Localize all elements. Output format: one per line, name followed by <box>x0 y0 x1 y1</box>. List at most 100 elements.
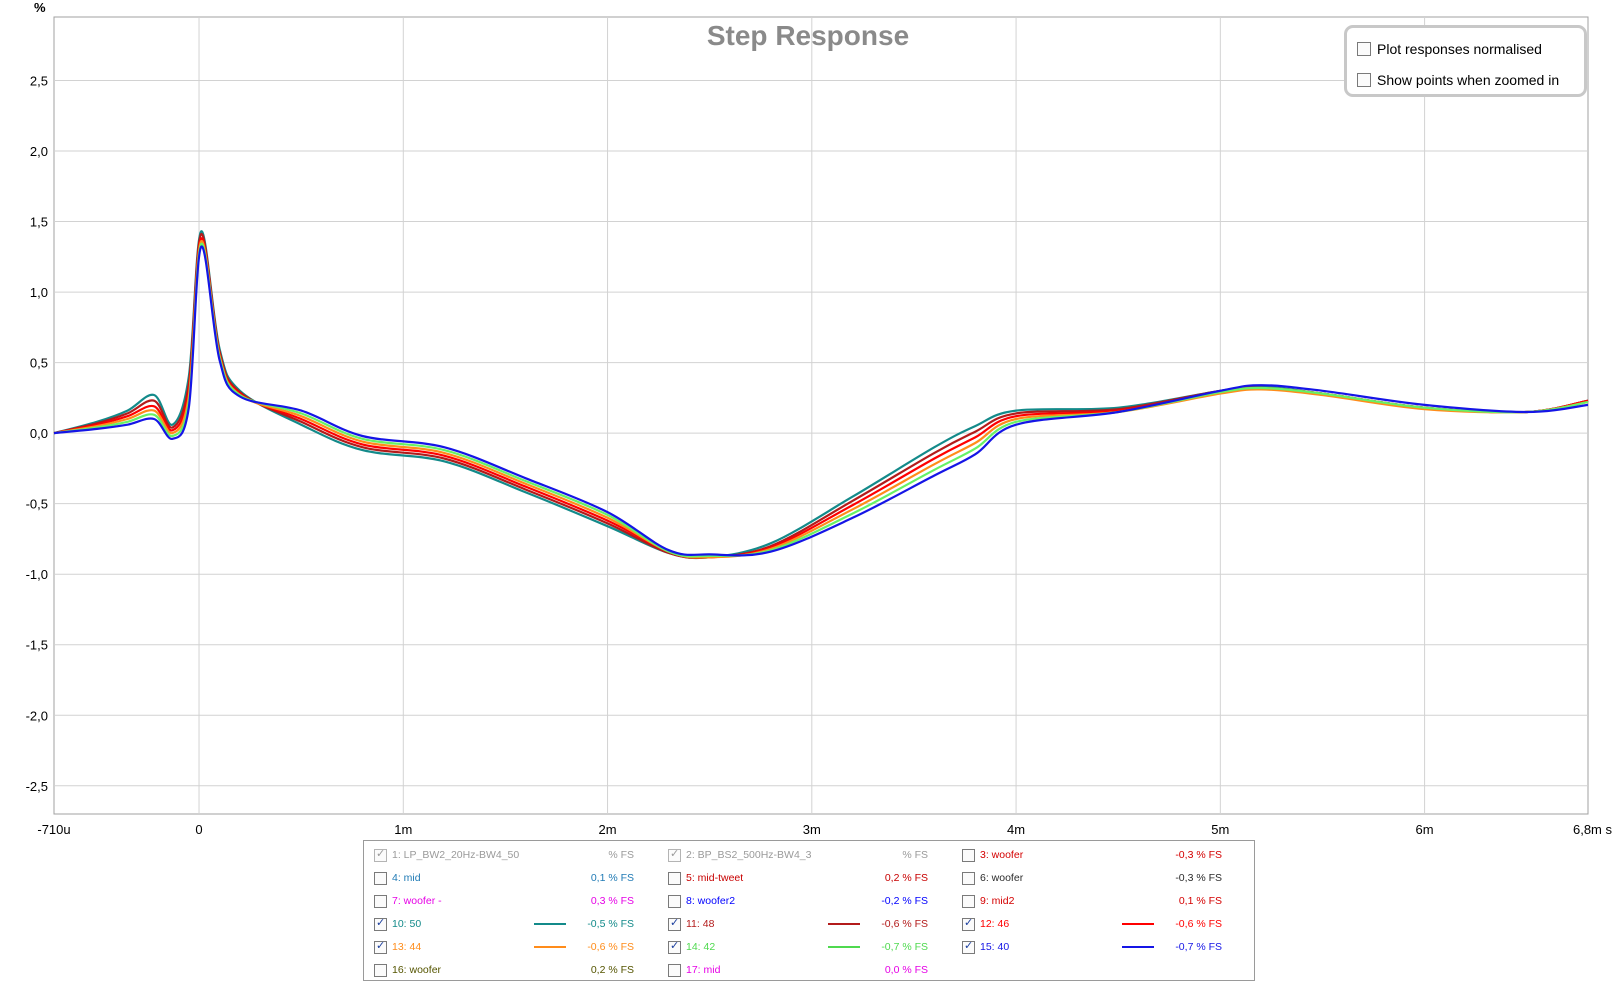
legend-checkbox[interactable] <box>668 939 681 954</box>
legend-value: 0,0 % FS <box>884 964 928 976</box>
legend-checkbox[interactable] <box>374 894 387 908</box>
legend-item[interactable]: 15: 40 -0,7 % FS <box>962 938 1242 956</box>
legend-label: 6: woofer <box>980 872 1024 884</box>
legend-checkbox[interactable] <box>668 871 681 885</box>
legend-line-swatch <box>534 946 566 948</box>
y-tick-label: -1,5 <box>26 638 48 653</box>
legend-value: % FS <box>608 849 634 861</box>
measurement-legend: 1: LP_BW2_20Hz-BW4_50% FS2: BP_BS2_500Hz… <box>363 840 1255 981</box>
legend-label: 7: woofer - <box>392 895 442 907</box>
y-tick-label: 2,0 <box>30 144 48 159</box>
x-tick-label: 2m <box>599 822 617 837</box>
legend-checkbox[interactable] <box>962 939 975 954</box>
legend-item[interactable]: 4: mid 0,1 % FS <box>374 869 654 887</box>
legend-value: % FS <box>902 849 928 861</box>
legend-item[interactable]: 11: 48 -0,6 % FS <box>668 915 948 933</box>
y-tick-label: 1,0 <box>30 285 48 300</box>
x-tick-label: 1m <box>394 822 412 837</box>
y-tick-label: 0,5 <box>30 356 48 371</box>
legend-item[interactable]: 8: woofer2 -0,2 % FS <box>668 892 948 910</box>
legend-label: 1: LP_BW2_20Hz-BW4_50 <box>392 849 520 861</box>
legend-checkbox[interactable] <box>374 847 387 862</box>
legend-value: -0,7 % FS <box>881 941 928 953</box>
legend-name-group: 2: BP_BS2_500Hz-BW4_3 <box>668 846 812 864</box>
legend-name-group: 6: woofer <box>962 869 1023 887</box>
chart-title: Step Response <box>707 20 909 51</box>
legend-value: -0,5 % FS <box>587 918 634 930</box>
x-tick-label: 4m <box>1007 822 1025 837</box>
legend-value: 0,2 % FS <box>590 964 634 976</box>
show-points-option[interactable]: Show points when zoomed in <box>1357 70 1559 90</box>
legend-label: 8: woofer2 <box>686 895 736 907</box>
legend-label: 16: woofer <box>392 964 442 976</box>
legend-label: 3: woofer <box>980 849 1024 861</box>
x-tick-label: 6m <box>1416 822 1434 837</box>
legend-item[interactable]: 2: BP_BS2_500Hz-BW4_3 % FS <box>668 846 948 864</box>
legend-item[interactable]: 6: woofer -0,3 % FS <box>962 869 1242 887</box>
x-tick-label: -710u <box>37 822 70 837</box>
legend-checkbox[interactable] <box>374 871 387 885</box>
legend-value: 0,1 % FS <box>1178 895 1222 907</box>
legend-value: 0,2 % FS <box>884 872 928 884</box>
legend-value: -0,6 % FS <box>1175 918 1222 930</box>
legend-item[interactable]: 16: woofer 0,2 % FS <box>374 961 654 979</box>
legend-item[interactable]: 12: 46 -0,6 % FS <box>962 915 1242 933</box>
legend-checkbox[interactable] <box>962 916 975 931</box>
legend-checkbox[interactable] <box>374 939 387 954</box>
y-tick-label: 0,0 <box>30 426 48 441</box>
legend-item[interactable]: 5: mid-tweet 0,2 % FS <box>668 869 948 887</box>
legend-name-group: 14: 42 <box>668 938 715 956</box>
y-tick-label: -2,0 <box>26 708 48 723</box>
legend-item[interactable]: 14: 42 -0,7 % FS <box>668 938 948 956</box>
legend-value: -0,2 % FS <box>881 895 928 907</box>
plot-area <box>53 16 1589 815</box>
legend-label: 9: mid2 <box>980 895 1015 907</box>
y-axis-unit-label: % <box>34 0 46 15</box>
plot-options-panel: Plot responses normalised Show points wh… <box>1344 25 1587 97</box>
legend-item[interactable]: 7: woofer - 0,3 % FS <box>374 892 654 910</box>
legend-name-group: 4: mid <box>374 869 421 887</box>
legend-line-swatch <box>534 923 566 925</box>
legend-name-group: 5: mid-tweet <box>668 869 743 887</box>
legend-checkbox[interactable] <box>668 916 681 931</box>
legend-item[interactable]: 10: 50 -0,5 % FS <box>374 915 654 933</box>
legend-checkbox[interactable] <box>374 916 387 931</box>
legend-checkbox[interactable] <box>668 894 681 908</box>
legend-checkbox[interactable] <box>962 871 975 885</box>
legend-line-swatch <box>1122 923 1154 925</box>
y-tick-label: -0,5 <box>26 497 48 512</box>
show-points-checkbox[interactable] <box>1357 73 1371 87</box>
legend-value: -0,3 % FS <box>1175 872 1222 884</box>
legend-value: 0,1 % FS <box>590 872 634 884</box>
legend-checkbox[interactable] <box>668 963 681 977</box>
legend-checkbox[interactable] <box>374 963 387 977</box>
series-lines <box>53 230 1589 560</box>
legend-item[interactable]: 1: LP_BW2_20Hz-BW4_50 % FS <box>374 846 654 864</box>
legend-value: -0,7 % FS <box>1175 941 1222 953</box>
legend-item[interactable]: 3: woofer -0,3 % FS <box>962 846 1242 864</box>
legend-item[interactable]: 17: mid 0,0 % FS <box>668 961 948 979</box>
legend-checkbox[interactable] <box>962 894 975 908</box>
legend-line-swatch <box>1122 946 1154 948</box>
legend-name-group: 13: 44 <box>374 938 421 956</box>
legend-label: 2: BP_BS2_500Hz-BW4_3 <box>686 849 812 861</box>
legend-name-group: 10: 50 <box>374 915 421 933</box>
y-tick-label: -1,0 <box>26 567 48 582</box>
legend-label: 12: 46 <box>980 918 1010 930</box>
legend-checkbox[interactable] <box>668 847 681 862</box>
x-tick-label: 0 <box>195 822 202 837</box>
legend-name-group: 9: mid2 <box>962 892 1014 910</box>
show-points-label: Show points when zoomed in <box>1377 72 1560 88</box>
legend-item[interactable]: 13: 44 -0,6 % FS <box>374 938 654 956</box>
plot-normalised-option[interactable]: Plot responses normalised <box>1357 39 1542 59</box>
legend-checkbox[interactable] <box>962 848 975 862</box>
plot-normalised-checkbox[interactable] <box>1357 42 1371 56</box>
legend-name-group: 1: LP_BW2_20Hz-BW4_50 <box>374 846 519 864</box>
x-tick-labels: -710u 0 1m 2m 3m 4m 5m 6m 6,8m s <box>37 822 1612 837</box>
legend-label: 15: 40 <box>980 941 1010 953</box>
legend-line-swatch <box>828 946 860 948</box>
legend-label: 4: mid <box>392 872 421 884</box>
legend-item[interactable]: 9: mid2 0,1 % FS <box>962 892 1242 910</box>
legend-name-group: 17: mid <box>668 961 720 979</box>
legend-name-group: 12: 46 <box>962 915 1009 933</box>
